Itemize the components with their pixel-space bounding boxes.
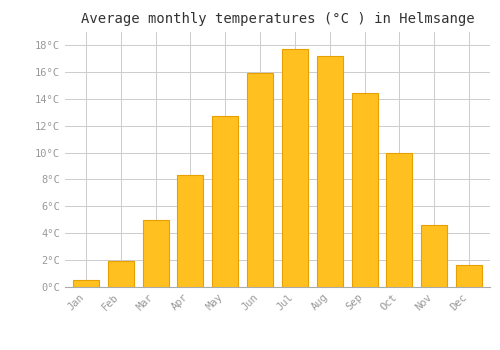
Bar <box>142 220 169 287</box>
Bar <box>316 56 343 287</box>
Bar <box>108 261 134 287</box>
Bar <box>212 116 238 287</box>
Title: Average monthly temperatures (°C ) in Helmsange: Average monthly temperatures (°C ) in He… <box>80 12 474 26</box>
Bar <box>386 153 412 287</box>
Bar <box>421 225 448 287</box>
Bar <box>178 175 204 287</box>
Bar <box>247 73 273 287</box>
Bar <box>73 280 99 287</box>
Bar <box>352 93 378 287</box>
Bar <box>456 266 482 287</box>
Bar <box>282 49 308 287</box>
